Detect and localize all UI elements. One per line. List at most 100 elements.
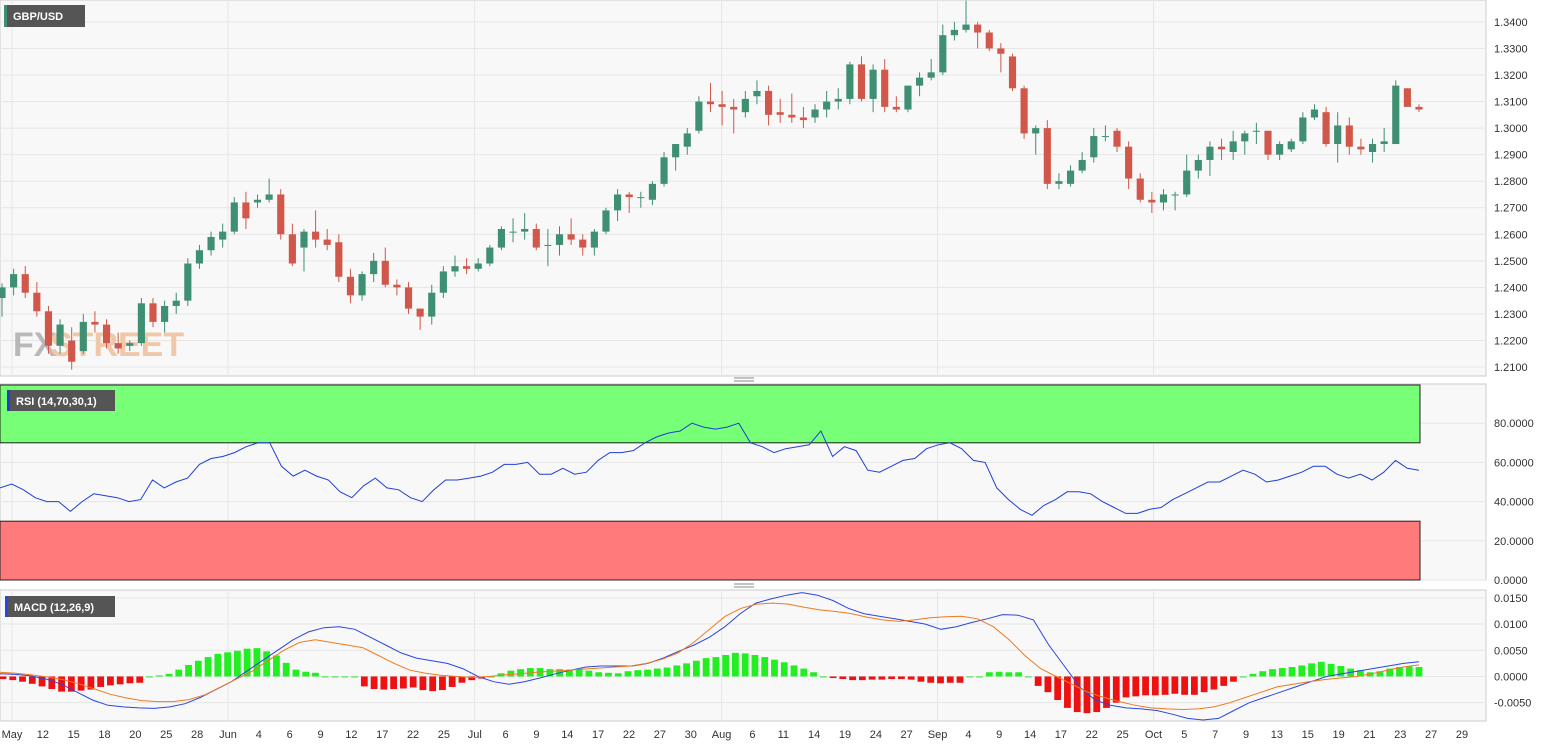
x-tick-label: Jun (219, 729, 237, 741)
macd-histogram-bar (985, 672, 993, 677)
candle-body (312, 231, 320, 240)
candle-body (451, 266, 459, 272)
macd-histogram-bar (97, 676, 105, 687)
price-panel[interactable] (0, 0, 1487, 377)
candle-body (33, 292, 41, 312)
pane-resize-handle-2[interactable] (734, 583, 754, 588)
rsi-badge[interactable]: RSI (14,70,30,1) (7, 390, 115, 411)
macd-histogram-bar (1083, 676, 1091, 714)
candle-body (242, 202, 250, 219)
macd-histogram-bar (292, 669, 300, 677)
candle-body (1241, 133, 1249, 142)
x-tick-label: 6 (287, 729, 293, 741)
pane-resize-handle-1[interactable] (734, 377, 754, 382)
rsi-overbought-zone (0, 384, 1421, 444)
macd-histogram-bar (214, 653, 222, 677)
x-tick-label: 22 (623, 729, 635, 741)
x-tick-label: 24 (870, 729, 882, 741)
candle-body (114, 343, 122, 349)
macd-histogram-bar (722, 654, 730, 677)
macd-histogram-bar (1376, 671, 1384, 677)
macd-histogram-bar (399, 676, 407, 689)
price-tick-label: 1.3400 (1494, 17, 1528, 29)
watermark: FX STREET (13, 326, 184, 364)
candle-body (370, 260, 378, 275)
price-tick-label: 1.2300 (1494, 309, 1528, 321)
candle-body (1148, 199, 1156, 203)
macd-histogram-bar (546, 669, 554, 677)
candle-body (672, 144, 680, 158)
macd-histogram-bar (907, 676, 915, 680)
macd-histogram-bar (673, 665, 681, 677)
macd-histogram-bar (1112, 676, 1120, 703)
macd-histogram-bar (1034, 676, 1042, 686)
x-tick-label: 25 (1117, 729, 1129, 741)
candle-body (1066, 170, 1075, 184)
macd-histogram-bar (761, 657, 769, 677)
x-tick-label: 17 (1055, 729, 1067, 741)
x-tick-label: 25 (160, 729, 172, 741)
candle-body (590, 231, 598, 248)
macd-histogram-bar (439, 676, 446, 691)
candle-body (614, 194, 622, 211)
y-axis-labels: 1.2100 1.2200 1.2300 1.2400 1.2500 1.2600 1.27… (1494, 17, 1534, 710)
macd-tick-label: 0.0000 (1494, 671, 1528, 683)
candle-body (1287, 141, 1295, 150)
candle-body (555, 234, 564, 245)
candle-body (1032, 128, 1040, 134)
candle-body (509, 231, 517, 233)
candle-body (184, 263, 192, 301)
macd-histogram-bar (712, 657, 720, 677)
candle-body (149, 303, 157, 322)
candle-body (486, 247, 494, 264)
candle-body (788, 114, 796, 118)
macd-histogram-bar (1142, 676, 1149, 696)
price-tick-label: 1.2900 (1494, 150, 1528, 162)
macd-histogram-bar (1015, 672, 1023, 677)
symbol-label: GBP/USD (13, 11, 63, 23)
candle-body (1229, 141, 1237, 152)
candle-body (44, 311, 53, 346)
macd-histogram-bar (585, 670, 593, 677)
macd-histogram-bar (87, 676, 95, 690)
candle-body (0, 287, 6, 299)
macd-histogram-bar (1337, 665, 1345, 677)
macd-histogram-bar (1327, 663, 1335, 677)
macd-histogram-bar (19, 676, 26, 682)
macd-histogram-bar (1044, 676, 1052, 693)
candle-body (1299, 117, 1307, 142)
macd-histogram-bar (28, 676, 36, 684)
macd-histogram-bar (771, 659, 778, 677)
macd-histogram-bar (946, 676, 954, 683)
candle-body (1159, 194, 1168, 203)
candle-body (207, 236, 215, 251)
x-tick-label: 9 (533, 729, 539, 741)
rsi-zones (0, 384, 1421, 581)
candle-body (753, 90, 761, 97)
macd-histogram-bar (1288, 667, 1296, 677)
grid-lines (0, 0, 1486, 721)
candle-body (230, 202, 238, 232)
candle-body (1125, 146, 1133, 179)
macd-histogram-bar (937, 676, 944, 684)
macd-histogram-bar (1278, 668, 1286, 677)
macd-histogram-bar (1122, 676, 1130, 698)
macd-badge[interactable]: MACD (12,26,9) (5, 596, 115, 617)
macd-histogram-bar (1093, 676, 1101, 713)
candle-body (1380, 141, 1388, 145)
candle-body (21, 274, 29, 293)
candle-body (1322, 112, 1330, 145)
candle-body (765, 90, 773, 115)
x-tick-label: 20 (129, 729, 141, 741)
macd-histogram-bar (126, 676, 134, 684)
macd-histogram-bar (526, 668, 534, 677)
macd-histogram-bar (312, 672, 319, 677)
candle-body (335, 242, 343, 277)
candle-body (1334, 125, 1342, 145)
x-tick-label: Sep (928, 729, 948, 741)
candle-body (579, 239, 587, 248)
macd-histogram-bar (614, 673, 622, 677)
symbol-badge[interactable]: GBP/USD (4, 5, 85, 27)
x-tick-label: 17 (376, 729, 388, 741)
macd-histogram-bar (810, 672, 817, 677)
